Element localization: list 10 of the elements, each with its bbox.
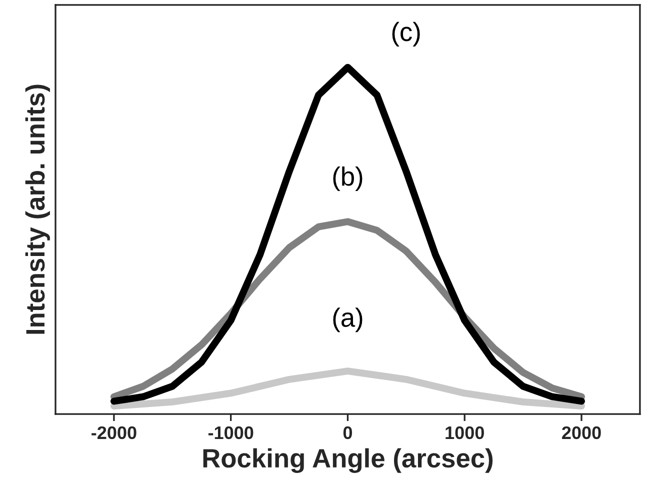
y-axis-title: Intensity (arb. units)	[25, 84, 50, 334]
x-tick-label: -1000	[208, 426, 254, 440]
x-tick-label: -2000	[92, 426, 136, 440]
x-tick-label: 0	[343, 426, 352, 440]
x-axis-title: Rocking Angle (arcsec)	[203, 448, 493, 473]
x-tick-label: 1000	[446, 426, 484, 440]
series-label: (c)	[392, 22, 420, 46]
series-label: (a)	[333, 308, 362, 332]
x-tick-label: 2000	[562, 426, 601, 440]
series-label: (b)	[333, 166, 362, 192]
